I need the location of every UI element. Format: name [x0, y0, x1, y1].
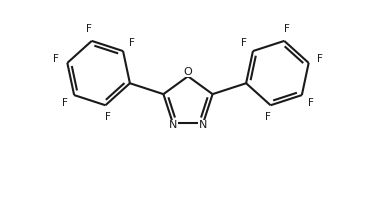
Text: F: F [265, 112, 271, 122]
Text: F: F [62, 98, 68, 108]
Text: F: F [129, 38, 135, 48]
Text: F: F [317, 54, 323, 64]
Text: N: N [199, 120, 208, 130]
Text: O: O [183, 67, 193, 77]
Text: F: F [308, 98, 314, 108]
Text: N: N [168, 120, 177, 130]
Text: F: F [241, 38, 247, 48]
Text: F: F [284, 24, 290, 34]
Text: F: F [86, 24, 92, 34]
Text: F: F [53, 54, 59, 64]
Text: F: F [105, 112, 111, 122]
